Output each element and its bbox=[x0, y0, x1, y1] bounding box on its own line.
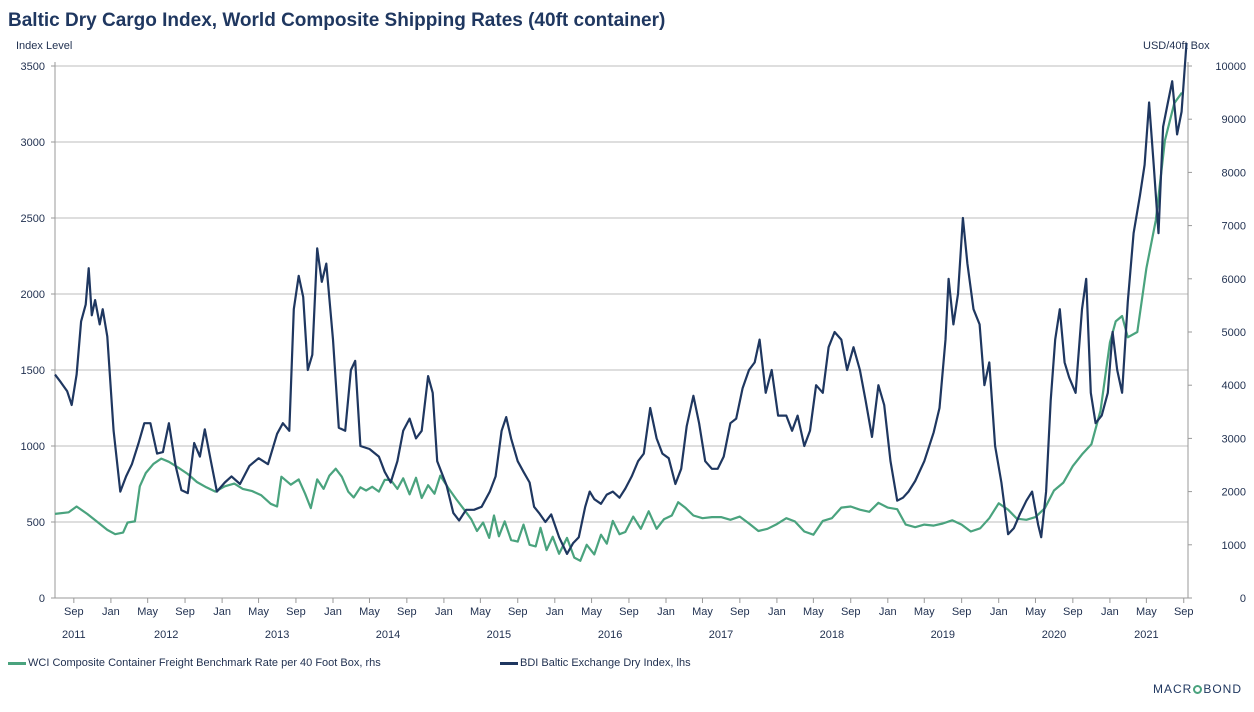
legend-swatch-wci bbox=[8, 661, 26, 665]
series-lines bbox=[54, 43, 1188, 562]
x-tick-label: May bbox=[803, 606, 824, 618]
x-year-label: 2014 bbox=[376, 629, 400, 641]
left-tick-label: 3500 bbox=[21, 61, 45, 73]
x-tick-label: Sep bbox=[619, 606, 639, 618]
x-year-label: 2021 bbox=[1134, 629, 1158, 641]
right-axis-label: USD/40ft Box bbox=[1143, 40, 1210, 52]
right-tick-label: 8000 bbox=[1222, 167, 1246, 179]
x-tick-label: Sep bbox=[841, 606, 861, 618]
logo-text-start: MACR bbox=[1152, 682, 1193, 696]
gridlines bbox=[55, 65, 1188, 523]
left-tick-label: 500 bbox=[27, 517, 45, 529]
x-tick-label: May bbox=[1025, 606, 1046, 618]
legend-swatch-bdi bbox=[500, 661, 518, 665]
x-tick-label: Jan bbox=[546, 606, 564, 618]
x-year-label: 2012 bbox=[154, 629, 178, 641]
legend-item-bdi: BDI Baltic Exchange Dry Index, lhs bbox=[500, 657, 691, 669]
x-tick-label: May bbox=[581, 606, 602, 618]
left-axis-label: Index Level bbox=[16, 40, 73, 52]
legend-label-bdi: BDI Baltic Exchange Dry Index, lhs bbox=[520, 657, 691, 669]
legend-label-wci: WCI Composite Container Freight Benchmar… bbox=[28, 657, 381, 669]
x-tick-label: Jan bbox=[657, 606, 675, 618]
x-year-label: 2015 bbox=[487, 629, 511, 641]
left-tick-label: 2000 bbox=[21, 289, 45, 301]
right-tick-label: 1000 bbox=[1222, 540, 1246, 552]
x-tick-label: Sep bbox=[286, 606, 306, 618]
x-tick-label: Sep bbox=[175, 606, 195, 618]
x-tick-label: Sep bbox=[952, 606, 972, 618]
x-tick-label: Jan bbox=[324, 606, 342, 618]
legend-item-wci: WCI Composite Container Freight Benchmar… bbox=[8, 657, 381, 669]
right-tick-label: 5000 bbox=[1222, 327, 1246, 339]
x-tick-label: Sep bbox=[1174, 606, 1194, 618]
x-tick-label: May bbox=[359, 606, 380, 618]
series-line-bdi bbox=[54, 43, 1188, 555]
x-tick-label: Jan bbox=[213, 606, 231, 618]
x-tick-label: May bbox=[1136, 606, 1157, 618]
x-tick-label: Jan bbox=[879, 606, 897, 618]
x-tick-label: May bbox=[248, 606, 269, 618]
x-tick-label: May bbox=[914, 606, 935, 618]
left-tick-label: 2500 bbox=[21, 213, 45, 225]
left-tick-label: 1000 bbox=[21, 441, 45, 453]
x-year-label: 2019 bbox=[931, 629, 955, 641]
left-tick-label: 3000 bbox=[21, 137, 45, 149]
right-tick-label: 2000 bbox=[1222, 487, 1246, 499]
x-tick-label: Sep bbox=[1063, 606, 1083, 618]
x-year-label: 2011 bbox=[62, 629, 86, 641]
right-tick-label: 7000 bbox=[1222, 221, 1246, 233]
x-tick-label: Jan bbox=[990, 606, 1008, 618]
x-year-label: 2018 bbox=[820, 629, 844, 641]
left-tick-label: 0 bbox=[39, 593, 45, 605]
macrobond-logo: MACR BOND bbox=[1153, 682, 1242, 696]
x-tick-label: May bbox=[137, 606, 158, 618]
x-tick-label: Jan bbox=[768, 606, 786, 618]
right-tick-label: 10000 bbox=[1215, 61, 1246, 73]
x-tick-label: Sep bbox=[397, 606, 417, 618]
x-year-label: 2013 bbox=[265, 629, 289, 641]
x-tick-label: May bbox=[692, 606, 713, 618]
x-tick-label: Jan bbox=[102, 606, 120, 618]
right-tick-label: 4000 bbox=[1222, 380, 1246, 392]
left-tick-label: 1500 bbox=[21, 365, 45, 377]
x-tick-label: Sep bbox=[64, 606, 84, 618]
x-tick-label: Jan bbox=[435, 606, 453, 618]
x-year-label: 2017 bbox=[709, 629, 733, 641]
right-tick-label: 6000 bbox=[1222, 274, 1246, 286]
right-tick-label: 9000 bbox=[1222, 114, 1246, 126]
logo-text-end: BOND bbox=[1203, 682, 1242, 696]
right-tick-label: 0 bbox=[1240, 593, 1246, 605]
right-tick-label: 3000 bbox=[1222, 433, 1246, 445]
logo-circle-icon bbox=[1193, 685, 1203, 694]
series-line-wci bbox=[54, 91, 1183, 562]
x-year-label: 2020 bbox=[1042, 629, 1066, 641]
x-tick-label: Jan bbox=[1101, 606, 1119, 618]
x-year-label: 2016 bbox=[598, 629, 622, 641]
chart-title: Baltic Dry Cargo Index, World Composite … bbox=[8, 10, 666, 31]
x-tick-label: Sep bbox=[730, 606, 750, 618]
x-tick-label: Sep bbox=[508, 606, 528, 618]
x-tick-label: May bbox=[470, 606, 491, 618]
axes: 0 500 1000 1500 2000 2500 3000 3500 0 1000 2000 300… bbox=[21, 61, 1246, 641]
